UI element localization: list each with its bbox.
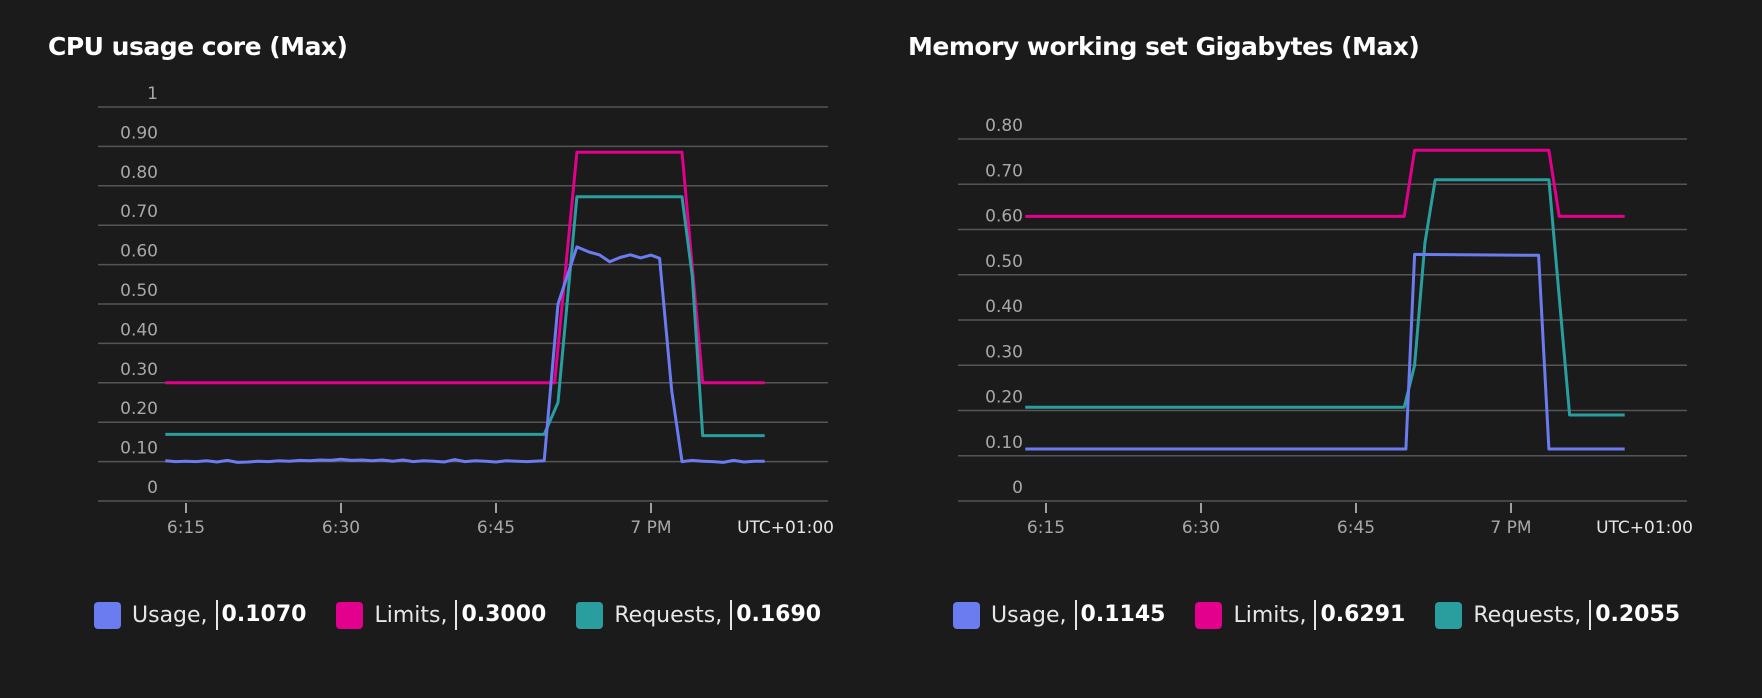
cpu-legend: Usage, 0.1070 Limits, 0.3000 Requests, 0.16… bbox=[94, 600, 851, 630]
y-tick-label: 0.20 bbox=[120, 399, 158, 419]
usage-swatch bbox=[94, 601, 121, 629]
y-tick-label: 0.50 bbox=[985, 252, 1023, 272]
x-tick-label: 6:15 bbox=[1027, 518, 1065, 538]
x-tick-label: 6:45 bbox=[1337, 518, 1375, 538]
y-tick-label: 0.50 bbox=[120, 281, 158, 301]
y-tick-label: 0.90 bbox=[120, 123, 158, 143]
legend-item-usage[interactable]: Usage, 0.1070 bbox=[94, 600, 306, 630]
y-tick-label: 0.40 bbox=[985, 297, 1023, 317]
series-line-usage bbox=[165, 245, 765, 464]
x-tick-label: 6:30 bbox=[322, 518, 360, 538]
legend-value: 0.1070 bbox=[215, 600, 306, 630]
y-tick-label: 0.30 bbox=[985, 342, 1023, 362]
legend-label: Requests, bbox=[1473, 602, 1582, 628]
legend-value: 0.1145 bbox=[1074, 600, 1165, 630]
legend-label: Limits, bbox=[374, 602, 448, 628]
cpu-chart-title: CPU usage core (Max) bbox=[48, 32, 348, 61]
limits-swatch bbox=[1195, 601, 1223, 629]
memory-legend: Usage, 0.1145 Limits, 0.6291 Requests, 0.20… bbox=[953, 600, 1710, 630]
legend-value: 0.6291 bbox=[1314, 600, 1405, 630]
legend-value: 0.3000 bbox=[455, 600, 546, 630]
y-tick-label: 0.10 bbox=[985, 433, 1023, 453]
requests-swatch bbox=[1435, 601, 1463, 629]
series-line-requests bbox=[1025, 178, 1625, 417]
x-tick-label: 6:15 bbox=[167, 518, 205, 538]
legend-value: 0.2055 bbox=[1589, 600, 1680, 630]
y-tick-label: 0.70 bbox=[985, 161, 1023, 181]
y-tick-label: 0.70 bbox=[120, 202, 158, 222]
y-tick-label: 0.60 bbox=[985, 207, 1023, 227]
y-tick-label: 0.20 bbox=[985, 388, 1023, 408]
legend-label: Limits, bbox=[1233, 602, 1307, 628]
y-tick-label: 0.10 bbox=[120, 439, 158, 459]
timezone-label: UTC+01:00 bbox=[737, 518, 834, 538]
legend-item-limits[interactable]: Limits, 0.3000 bbox=[336, 600, 546, 630]
memory-chart-title: Memory working set Gigabytes (Max) bbox=[908, 32, 1420, 61]
y-tick-label: 0.80 bbox=[985, 116, 1023, 136]
y-tick-label: 0.40 bbox=[120, 320, 158, 340]
x-tick-label: 6:30 bbox=[1182, 518, 1220, 538]
legend-item-usage[interactable]: Usage, 0.1145 bbox=[953, 600, 1165, 630]
legend-value: 0.1690 bbox=[730, 600, 821, 630]
series-line-usage bbox=[1025, 252, 1625, 451]
y-tick-label: 0.80 bbox=[120, 163, 158, 183]
limits-swatch bbox=[336, 601, 364, 629]
requests-swatch bbox=[576, 601, 604, 629]
x-tick-label: 7 PM bbox=[1490, 518, 1531, 538]
y-tick-label: 1 bbox=[147, 84, 158, 104]
y-tick-label: 0.30 bbox=[120, 360, 158, 380]
legend-item-requests[interactable]: Requests, 0.1690 bbox=[576, 600, 821, 630]
series-line-limits bbox=[1025, 148, 1625, 218]
y-tick-label: 0 bbox=[1012, 478, 1023, 498]
legend-label: Requests, bbox=[614, 602, 723, 628]
y-tick-label: 0.60 bbox=[120, 242, 158, 262]
legend-item-limits[interactable]: Limits, 0.6291 bbox=[1195, 600, 1405, 630]
legend-item-requests[interactable]: Requests, 0.2055 bbox=[1435, 600, 1680, 630]
y-tick-label: 0 bbox=[147, 478, 158, 498]
legend-label: Usage, bbox=[132, 602, 208, 628]
x-tick-label: 6:45 bbox=[477, 518, 515, 538]
legend-label: Usage, bbox=[991, 602, 1067, 628]
usage-swatch bbox=[953, 601, 980, 629]
x-tick-label: 7 PM bbox=[630, 518, 671, 538]
series-line-requests bbox=[165, 195, 765, 438]
timezone-label: UTC+01:00 bbox=[1596, 518, 1693, 538]
series-line-limits bbox=[165, 150, 765, 385]
